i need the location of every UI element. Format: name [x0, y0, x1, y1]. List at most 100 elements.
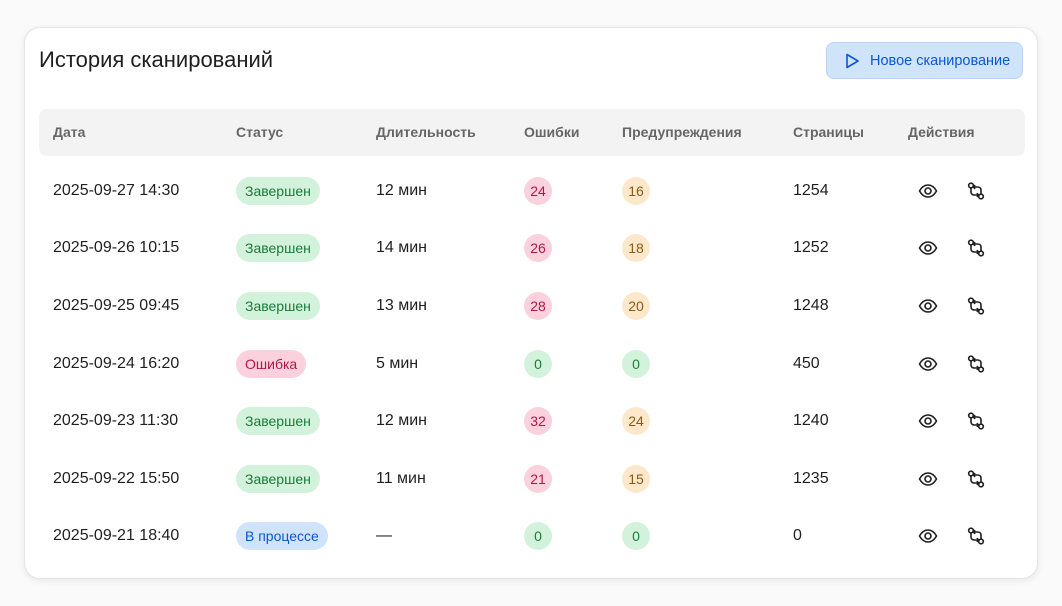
cell-status: В процессе: [236, 511, 328, 561]
new-scan-button-label: Новое сканирование: [870, 52, 1011, 69]
cell-date: 2025-09-24 16:20: [53, 339, 179, 389]
pages-count: 0: [793, 527, 802, 544]
cell-pages: 1248: [793, 281, 829, 331]
cell-status: Завершен: [236, 454, 320, 504]
compare-scan-button[interactable]: [964, 236, 988, 260]
page-title: История сканирований: [39, 47, 274, 72]
cell-warnings: 15: [622, 454, 650, 504]
scan-history-card: История сканирований Новое сканирование …: [24, 27, 1038, 579]
scan-duration: 12 мин: [376, 182, 428, 199]
scan-date: 2025-09-27 14:30: [53, 182, 180, 199]
compare-icon: [966, 354, 986, 374]
view-scan-button[interactable]: [916, 467, 940, 491]
errors-badge: 26: [524, 234, 552, 262]
view-scan-button[interactable]: [916, 294, 940, 318]
scan-date: 2025-09-26 10:15: [53, 239, 180, 256]
status-badge: Завершен: [236, 407, 320, 435]
cell-pages: 0: [793, 511, 802, 561]
column-header-pages: Страницы: [793, 124, 864, 140]
errors-badge: 32: [524, 407, 552, 435]
cell-errors: 21: [524, 454, 552, 504]
eye-icon: [918, 181, 938, 201]
compare-scan-button[interactable]: [964, 467, 988, 491]
cell-status: Завершен: [236, 281, 320, 331]
cell-duration: 12 мин: [376, 396, 427, 446]
cell-duration: 11 мин: [376, 454, 426, 504]
compare-scan-button[interactable]: [964, 409, 988, 433]
table-row: 2025-09-24 16:20 Ошибка 5 мин 0 0 450: [39, 339, 1025, 389]
new-scan-button[interactable]: Новое сканирование: [826, 42, 1023, 79]
scan-duration: 5 мин: [376, 355, 419, 372]
play-icon: [843, 52, 861, 70]
cell-duration: —: [376, 511, 392, 561]
column-header-actions: Действия: [908, 124, 975, 140]
cell-warnings: 0: [622, 339, 650, 389]
cell-status: Завершен: [236, 396, 320, 446]
pages-count: 1254: [793, 182, 829, 199]
view-scan-button[interactable]: [916, 524, 940, 548]
cell-duration: 5 мин: [376, 339, 418, 389]
compare-scan-button[interactable]: [964, 179, 988, 203]
warnings-badge: 24: [622, 407, 650, 435]
cell-warnings: 20: [622, 281, 650, 331]
compare-scan-button[interactable]: [964, 352, 988, 376]
errors-badge: 0: [524, 522, 552, 550]
view-scan-button[interactable]: [916, 352, 940, 376]
column-header-warnings: Предупреждения: [622, 124, 742, 140]
cell-errors: 0: [524, 339, 552, 389]
pages-count: 450: [793, 355, 820, 372]
scan-date: 2025-09-24 16:20: [53, 355, 180, 372]
scan-date: 2025-09-21 18:40: [53, 527, 180, 544]
cell-actions: [916, 281, 988, 331]
compare-icon: [966, 238, 986, 258]
cell-duration: 12 мин: [376, 166, 427, 216]
table-row: 2025-09-21 18:40 В процессе — 0 0 0: [39, 511, 1025, 561]
scan-duration: 14 мин: [376, 239, 428, 256]
status-badge: Ошибка: [236, 350, 307, 378]
warnings-badge: 0: [622, 350, 650, 378]
cell-warnings: 0: [622, 511, 650, 561]
cell-pages: 1252: [793, 223, 829, 273]
view-scan-button[interactable]: [916, 409, 940, 433]
compare-scan-button[interactable]: [964, 524, 988, 548]
cell-duration: 13 мин: [376, 281, 427, 331]
compare-icon: [966, 411, 986, 431]
scan-date: 2025-09-23 11:30: [53, 412, 179, 429]
errors-badge: 28: [524, 292, 552, 320]
cell-status: Завершен: [236, 223, 320, 273]
cell-status: Завершен: [236, 166, 320, 216]
column-header-status: Статус: [236, 124, 284, 140]
scan-date: 2025-09-25 09:45: [53, 297, 180, 314]
cell-errors: 0: [524, 511, 552, 561]
view-scan-button[interactable]: [916, 236, 940, 260]
compare-icon: [966, 526, 986, 546]
eye-icon: [918, 411, 938, 431]
status-badge: В процессе: [236, 522, 328, 550]
cell-warnings: 18: [622, 223, 650, 273]
status-badge: Завершен: [236, 465, 320, 493]
table-header: Дата Статус Длительность Ошибки Предупре…: [39, 109, 1025, 156]
column-header-duration: Длительность: [376, 124, 476, 140]
status-badge: Завершен: [236, 292, 320, 320]
cell-date: 2025-09-23 11:30: [53, 396, 178, 446]
cell-date: 2025-09-21 18:40: [53, 511, 179, 561]
view-scan-button[interactable]: [916, 179, 940, 203]
cell-date: 2025-09-22 15:50: [53, 454, 179, 504]
cell-pages: 450: [793, 339, 820, 389]
errors-badge: 0: [524, 350, 552, 378]
warnings-badge: 16: [622, 177, 650, 205]
table-row: 2025-09-23 11:30 Завершен 12 мин 32 24 1240: [39, 396, 1025, 446]
status-badge: Завершен: [236, 234, 320, 262]
scan-duration: —: [376, 527, 392, 544]
cell-warnings: 24: [622, 396, 650, 446]
table-row: 2025-09-22 15:50 Завершен 11 мин 21 15 1235: [39, 454, 1025, 504]
cell-actions: [916, 339, 988, 389]
cell-duration: 14 мин: [376, 223, 427, 273]
cell-actions: [916, 166, 988, 216]
cell-date: 2025-09-27 14:30: [53, 166, 179, 216]
compare-icon: [966, 296, 986, 316]
scan-duration: 12 мин: [376, 412, 428, 429]
cell-pages: 1240: [793, 396, 829, 446]
table-row: 2025-09-25 09:45 Завершен 13 мин 28 20 1248: [39, 281, 1025, 331]
compare-scan-button[interactable]: [964, 294, 988, 318]
